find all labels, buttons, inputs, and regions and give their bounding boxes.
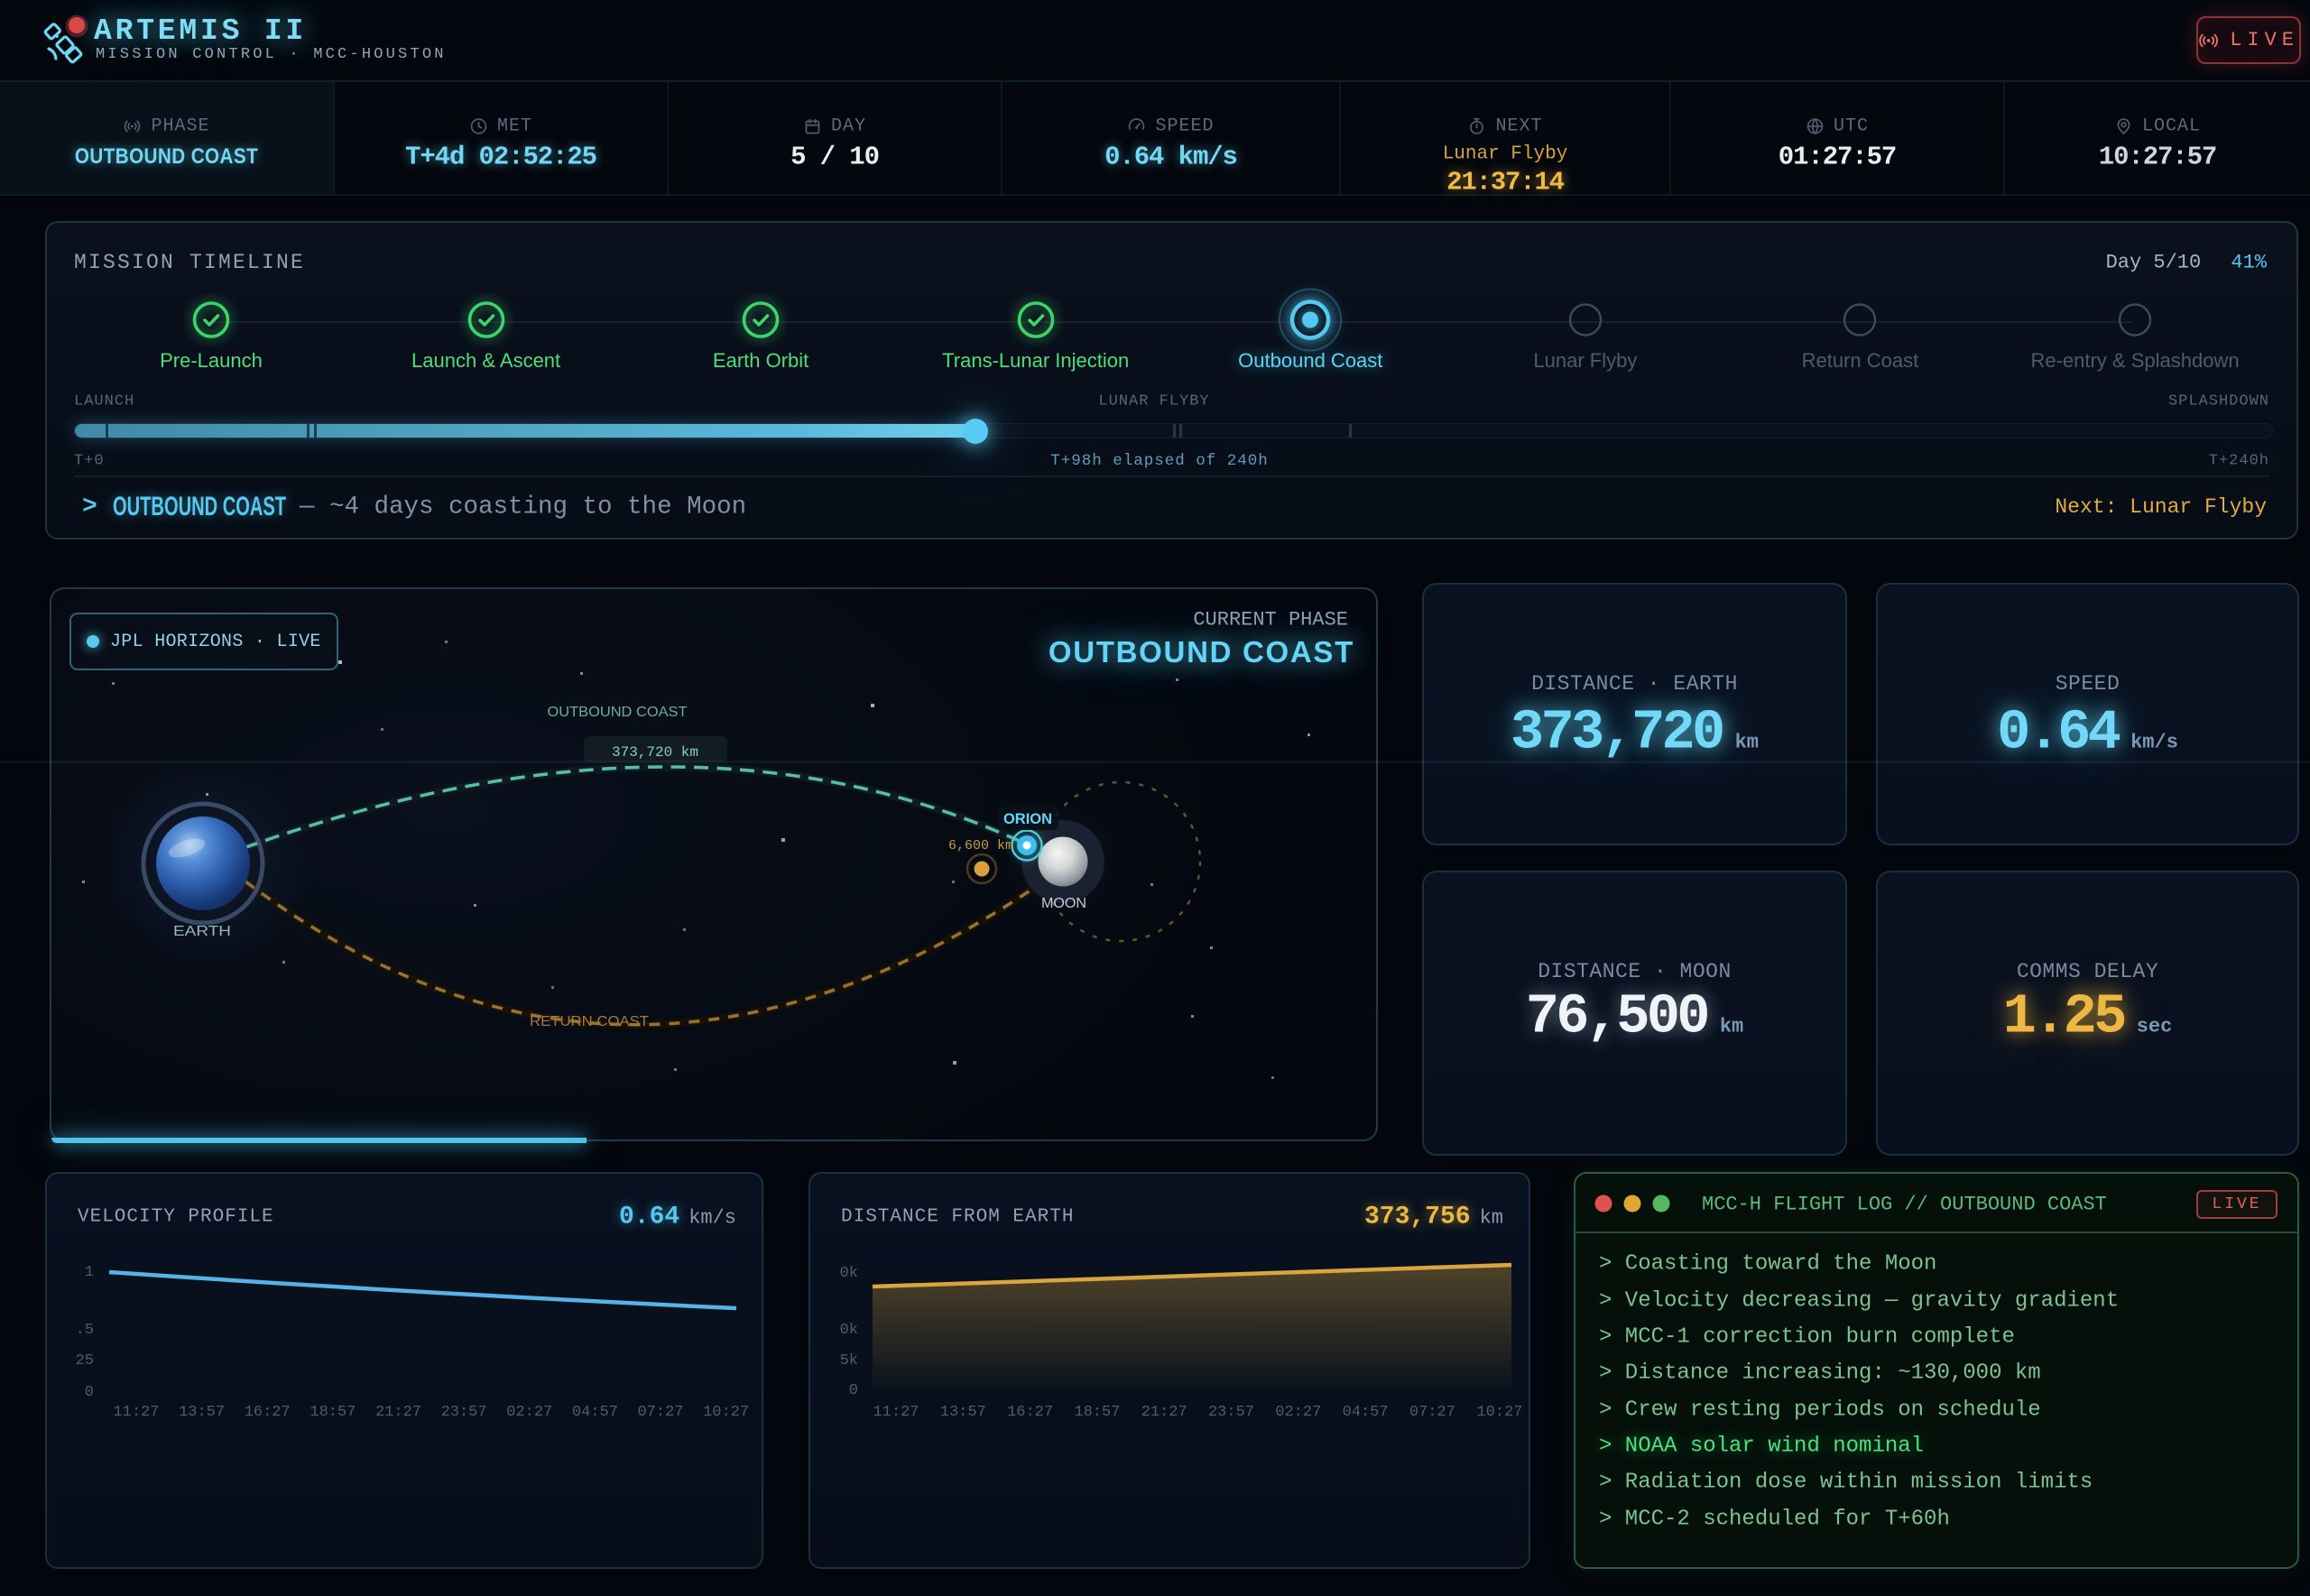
svg-text:10:27: 10:27: [1476, 1404, 1522, 1421]
svg-text:16:27: 16:27: [245, 1404, 291, 1421]
svg-text:ORION: ORION: [1003, 811, 1052, 827]
svg-text:0: 0: [849, 1382, 858, 1399]
svg-text:11:27: 11:27: [873, 1404, 919, 1421]
svg-text:07:27: 07:27: [637, 1404, 683, 1421]
svg-text:13:57: 13:57: [179, 1404, 225, 1421]
svg-text:02:27: 02:27: [1275, 1404, 1321, 1421]
svg-text:RETURN COAST: RETURN COAST: [530, 1014, 649, 1029]
svg-text:0: 0: [85, 1384, 94, 1401]
svg-text:02:27: 02:27: [506, 1404, 552, 1421]
svg-text:07:27: 07:27: [1409, 1404, 1455, 1421]
svg-text:25: 25: [76, 1352, 94, 1370]
svg-text:5k: 5k: [840, 1352, 858, 1370]
svg-text:.5: .5: [76, 1322, 94, 1339]
svg-text:21:27: 21:27: [375, 1404, 421, 1421]
svg-text:373,720 km: 373,720 km: [612, 744, 698, 761]
svg-text:16:27: 16:27: [1007, 1404, 1053, 1421]
svg-text:13:57: 13:57: [940, 1404, 986, 1421]
svg-text:MOON: MOON: [1041, 896, 1086, 911]
svg-text:EARTH: EARTH: [173, 924, 231, 939]
svg-text:04:57: 04:57: [1343, 1404, 1389, 1421]
svg-text:21:27: 21:27: [1141, 1404, 1187, 1421]
svg-text:18:57: 18:57: [1074, 1404, 1120, 1421]
svg-text:23:57: 23:57: [1208, 1404, 1254, 1421]
svg-text:1: 1: [85, 1264, 94, 1281]
svg-text:OUTBOUND COAST: OUTBOUND COAST: [548, 705, 688, 720]
svg-text:6,600 km: 6,600 km: [948, 838, 1013, 853]
svg-text:10:27: 10:27: [703, 1404, 749, 1421]
svg-text:0k: 0k: [840, 1322, 858, 1339]
svg-text:04:57: 04:57: [572, 1404, 618, 1421]
svg-text:0k: 0k: [840, 1265, 858, 1282]
svg-text:11:27: 11:27: [113, 1404, 159, 1421]
svg-text:23:57: 23:57: [441, 1404, 487, 1421]
svg-text:18:57: 18:57: [310, 1404, 356, 1421]
